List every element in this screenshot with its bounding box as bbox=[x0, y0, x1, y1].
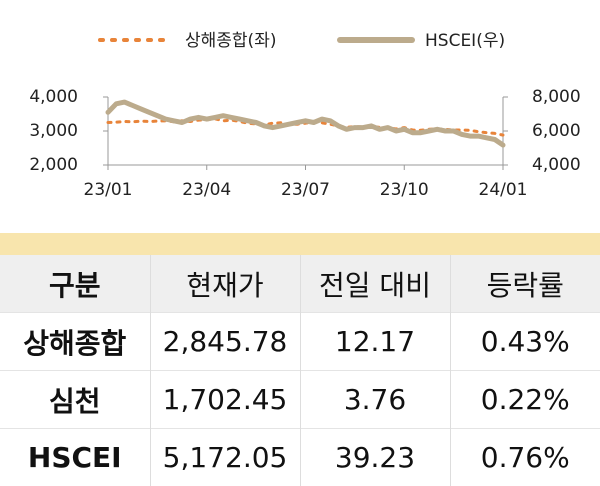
y-tick-label: 3,000 bbox=[29, 121, 78, 141]
x-tick-label: 23/01 bbox=[84, 180, 133, 200]
table-cell: 12.17 bbox=[300, 313, 450, 371]
x-tick-label: 23/10 bbox=[380, 180, 429, 200]
legend-label: 상해종합(좌) bbox=[185, 31, 276, 51]
table-cell: 현재가 bbox=[150, 255, 300, 313]
table-cell: 상해종합 bbox=[0, 313, 150, 371]
table-cell: 39.23 bbox=[300, 429, 450, 486]
table-cell: 구분 bbox=[0, 255, 150, 313]
y2-tick-label: 6,000 bbox=[532, 121, 581, 141]
x-tick-label: 23/04 bbox=[182, 180, 231, 200]
y-tick-label: 4,000 bbox=[29, 87, 78, 107]
table-cell: 심천 bbox=[0, 371, 150, 429]
header-band bbox=[0, 233, 600, 255]
table-cell: 5,172.05 bbox=[150, 429, 300, 486]
table-cell: 0.22% bbox=[450, 371, 600, 429]
table-cell: 3.76 bbox=[300, 371, 450, 429]
y2-tick-label: 8,000 bbox=[532, 87, 581, 107]
x-tick-label: 24/01 bbox=[479, 180, 528, 200]
y-tick-label: 2,000 bbox=[29, 155, 78, 175]
table-cell: 2,845.78 bbox=[150, 313, 300, 371]
table-cell: 0.43% bbox=[450, 313, 600, 371]
table-cell: 등락률 bbox=[450, 255, 600, 313]
legend-label: HSCEI(우) bbox=[425, 31, 505, 51]
table-cell: HSCEI bbox=[0, 429, 150, 486]
chart: 2,000 3,000 4,000 4,000 6,000 8,000 23/01 23/04… bbox=[0, 0, 600, 233]
y2-tick-label: 4,000 bbox=[532, 155, 581, 175]
table-cell: 1,702.45 bbox=[150, 371, 300, 429]
table-cell: 0.76% bbox=[450, 429, 600, 486]
table-cell: 전일 대비 bbox=[300, 255, 450, 313]
x-tick-label: 23/07 bbox=[281, 180, 330, 200]
